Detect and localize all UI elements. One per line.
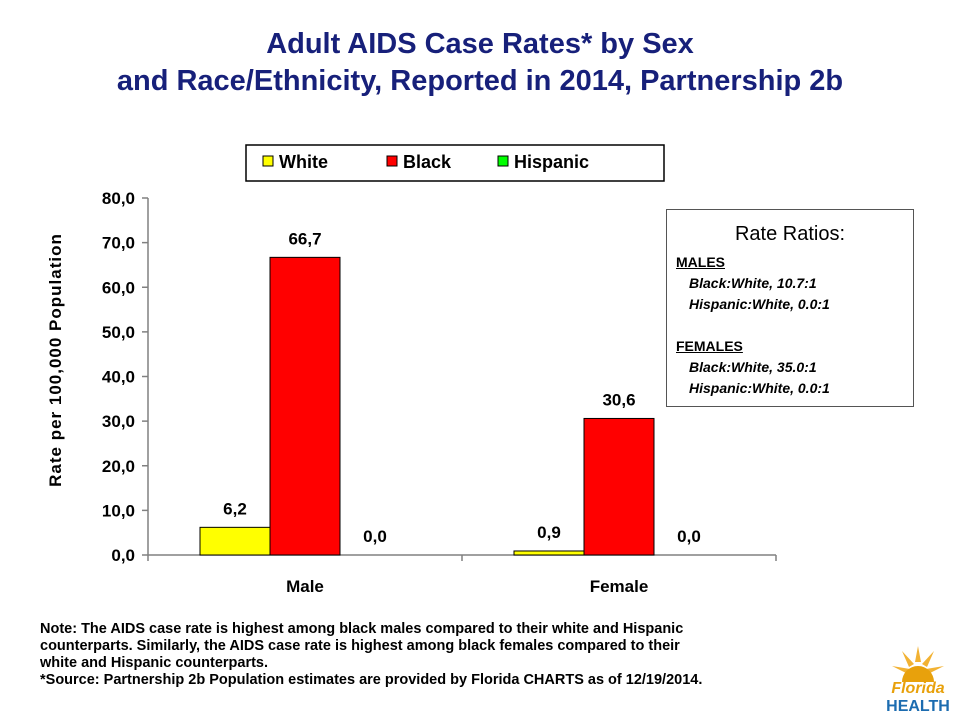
y-tick-label: 80,0 bbox=[102, 189, 135, 208]
bar-white-male bbox=[199, 526, 271, 556]
data-label-white-male: 6,2 bbox=[223, 499, 247, 518]
logo-text-florida: Florida bbox=[891, 680, 945, 697]
x-tick-label: Female bbox=[590, 577, 649, 596]
note-line-2: counterparts. Similarly, the AIDS case r… bbox=[40, 638, 680, 654]
y-tick-label: 60,0 bbox=[102, 278, 135, 297]
data-label-white-female: 0,9 bbox=[537, 523, 561, 542]
y-tick-label: 70,0 bbox=[102, 234, 135, 253]
y-tick-label: 40,0 bbox=[102, 368, 135, 387]
source-line: *Source: Partnership 2b Population estim… bbox=[40, 672, 703, 688]
females-heading: FEMALES bbox=[676, 338, 743, 354]
legend-swatch-white bbox=[262, 155, 274, 167]
logo-text-health: HEALTH bbox=[886, 698, 950, 715]
data-label-hispanic-male: 0,0 bbox=[363, 527, 387, 546]
note-line-3: white and Hispanic counterparts. bbox=[40, 655, 269, 671]
data-label-black-male: 66,7 bbox=[288, 229, 321, 248]
females-hispanic-white-ratio: Hispanic:White, 0.0:1 bbox=[689, 380, 830, 396]
legend-label-white: White bbox=[279, 152, 328, 172]
note-line-1: Note: The AIDS case rate is highest amon… bbox=[40, 621, 684, 637]
bar-white-female bbox=[513, 550, 585, 556]
y-axis-title: Rate per 100,000 Population bbox=[46, 233, 65, 487]
rate-ratios-title: Rate Ratios: bbox=[734, 223, 846, 245]
x-tick-label: Male bbox=[286, 577, 324, 596]
males-black-white-ratio: Black:White, 10.7:1 bbox=[689, 275, 817, 291]
males-heading: MALES bbox=[676, 254, 725, 270]
florida-health-logo: Florida HEALTH bbox=[884, 642, 952, 716]
footnote: Note: The AIDS case rate is highest amon… bbox=[40, 621, 870, 689]
legend-swatch-black bbox=[386, 155, 398, 167]
males-hispanic-white-ratio: Hispanic:White, 0.0:1 bbox=[689, 296, 830, 312]
title-line-2: and Race/Ethnicity, Reported in 2014, Pa… bbox=[116, 65, 844, 97]
data-label-hispanic-female: 0,0 bbox=[677, 527, 701, 546]
legend bbox=[245, 144, 665, 182]
page-title: Adult AIDS Case Rates* by Sex and Race/E… bbox=[0, 26, 960, 100]
florida-sun-icon bbox=[892, 646, 944, 682]
data-label-black-female: 30,6 bbox=[602, 390, 635, 409]
legend-label-hispanic: Hispanic bbox=[514, 152, 589, 172]
y-tick-label: 50,0 bbox=[102, 323, 135, 342]
bar-black-male bbox=[269, 256, 341, 556]
y-tick-label: 10,0 bbox=[102, 501, 135, 520]
bar-black-female bbox=[583, 417, 655, 556]
y-tick-label: 30,0 bbox=[102, 412, 135, 431]
females-black-white-ratio: Black:White, 35.0:1 bbox=[689, 359, 817, 375]
y-tick-label: 0,0 bbox=[111, 546, 135, 565]
rate-ratios-box: Rate Ratios: MALES Black:White, 10.7:1 H… bbox=[666, 209, 914, 407]
title-line-1: Adult AIDS Case Rates* by Sex bbox=[266, 28, 694, 60]
legend-swatch-hispanic bbox=[497, 155, 509, 167]
legend-label-black: Black bbox=[403, 152, 452, 172]
y-tick-label: 20,0 bbox=[102, 457, 135, 476]
